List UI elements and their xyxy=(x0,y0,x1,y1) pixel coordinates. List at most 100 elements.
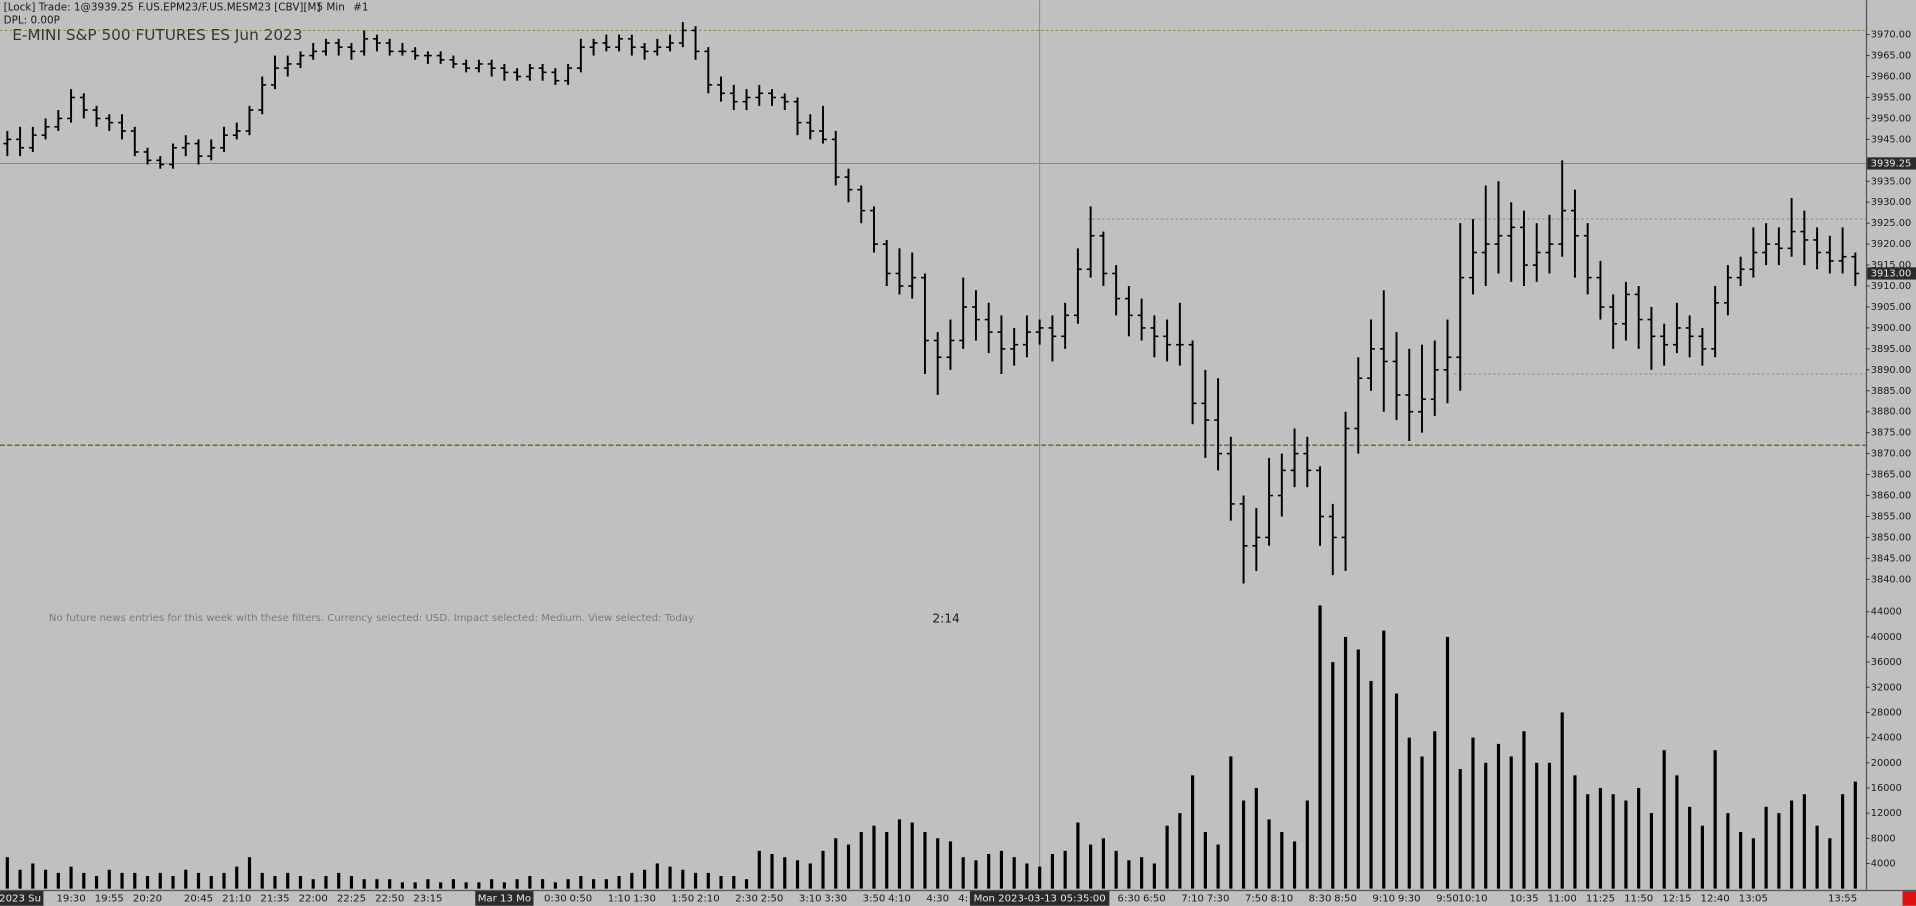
volume-bar xyxy=(681,869,685,889)
y-tick-label: 3855.00 xyxy=(1871,511,1911,522)
volume-tick-label: 32000 xyxy=(1871,682,1902,693)
volume-bar xyxy=(120,872,124,889)
x-tick-label: 22:25 xyxy=(337,893,366,904)
y-tick-label: 3875.00 xyxy=(1871,428,1911,439)
y-tick-label: 3845.00 xyxy=(1871,553,1911,564)
volume-bar xyxy=(1573,775,1577,889)
volume-bar xyxy=(426,879,430,889)
volume-bar xyxy=(1522,731,1526,889)
volume-bar xyxy=(974,860,978,889)
volume-bar xyxy=(1394,693,1399,889)
volume-bar xyxy=(1637,787,1641,889)
x-tick-label: 3:50 xyxy=(863,893,886,904)
volume-bar xyxy=(1114,850,1118,889)
volume-bar xyxy=(1471,737,1475,889)
crosshair-time-label: Mon 2023-03-13 05:35:00 xyxy=(974,893,1106,904)
y-tick-label: 3900.00 xyxy=(1871,323,1911,334)
volume-bar xyxy=(196,872,201,889)
countdown: 2:14 xyxy=(932,612,960,626)
volume-bar xyxy=(286,872,290,889)
volume-bar xyxy=(107,869,111,889)
x-tick-label: Mar 13 Mo xyxy=(478,893,531,904)
y-tick-label: 3955.00 xyxy=(1871,92,1911,103)
volume-tick-label: 24000 xyxy=(1871,733,1902,744)
volume-bar xyxy=(273,876,277,889)
volume-bar xyxy=(948,841,953,889)
volume-bar xyxy=(757,850,761,889)
volume-bar xyxy=(1038,866,1042,889)
last-price-box xyxy=(1867,267,1916,280)
volume-tick-label: 44000 xyxy=(1871,607,1902,618)
volume-bar xyxy=(1790,800,1794,889)
volume-bar xyxy=(910,822,914,889)
volume-bar xyxy=(1318,605,1322,889)
volume-bar xyxy=(1840,794,1845,889)
volume-bar xyxy=(158,872,162,889)
volume-tick-label: 20000 xyxy=(1871,758,1902,769)
x-tick-label: 4: xyxy=(958,893,968,904)
volume-bar xyxy=(311,879,315,889)
x-tick-label: 20:45 xyxy=(184,893,213,904)
volume-bar xyxy=(1063,850,1067,889)
chart-title: E-MINI S&P 500 FUTURES ES Jun 2023 xyxy=(12,26,302,44)
volume-bar xyxy=(744,879,749,889)
volume-bar xyxy=(477,882,481,889)
volume-bar xyxy=(1420,756,1424,889)
header-window: #1 xyxy=(353,2,368,14)
volume-bar xyxy=(1828,838,1832,889)
volume-bar xyxy=(1662,750,1666,889)
y-tick-label: 3880.00 xyxy=(1871,407,1911,418)
y-tick-label: 3935.00 xyxy=(1871,176,1911,187)
volume-bar xyxy=(1586,794,1590,889)
volume-bar xyxy=(388,879,392,889)
volume-bar xyxy=(209,876,213,889)
volume-bar xyxy=(1739,831,1743,889)
crosshair-price-box xyxy=(1867,157,1916,170)
volume-bar xyxy=(1267,819,1271,889)
volume-bar xyxy=(145,876,150,889)
volume-bar xyxy=(349,876,354,889)
volume-bar xyxy=(1649,813,1654,889)
volume-bar xyxy=(1815,825,1819,889)
volume-bar xyxy=(1254,787,1258,889)
x-tick-label: 21:10 xyxy=(222,893,251,904)
x-tick-label: 2:50 xyxy=(761,893,784,904)
volume-bar xyxy=(1089,844,1093,889)
volume-bar xyxy=(1178,813,1182,889)
volume-bar xyxy=(1598,787,1603,889)
volume-bar xyxy=(1535,762,1539,889)
y-tick-label: 3920.00 xyxy=(1871,239,1911,250)
y-tick-label: 3950.00 xyxy=(1871,113,1911,124)
x-tick-label: 6:50 xyxy=(1143,893,1166,904)
volume-bar xyxy=(31,863,35,889)
volume-bar xyxy=(1688,806,1692,889)
volume-bar xyxy=(885,831,889,889)
y-tick-label: 3905.00 xyxy=(1871,302,1911,313)
y-tick-label: 3965.00 xyxy=(1871,51,1911,62)
y-tick-label: 3860.00 xyxy=(1871,491,1911,502)
x-tick-label: 13:55 xyxy=(1828,893,1857,904)
volume-bar xyxy=(362,879,366,889)
x-tick-label: 1:10 xyxy=(608,893,631,904)
volume-bar xyxy=(1726,813,1730,889)
volume-bar xyxy=(846,844,851,889)
x-tick-label: 12:40 xyxy=(1701,893,1730,904)
volume-bar xyxy=(617,876,621,889)
volume-bar xyxy=(1203,831,1207,889)
alert-indicator[interactable] xyxy=(1902,891,1916,906)
x-tick-label: 6:30 xyxy=(1118,893,1141,904)
volume-bar xyxy=(923,831,927,889)
volume-bar xyxy=(719,876,723,889)
volume-bar xyxy=(1433,731,1437,889)
volume-bar xyxy=(693,872,698,889)
x-tick-label: 7:50 xyxy=(1245,893,1268,904)
y-tick-label: 3850.00 xyxy=(1871,532,1911,543)
x-tick-label: 3:10 xyxy=(799,893,822,904)
x-tick-label: 19:30 xyxy=(56,893,85,904)
volume-bar xyxy=(1229,756,1233,889)
volume-bar xyxy=(668,866,672,889)
volume-bar xyxy=(528,876,532,889)
volume-bar xyxy=(999,850,1004,889)
volume-bar xyxy=(1343,636,1348,889)
volume-bar xyxy=(1382,630,1386,889)
